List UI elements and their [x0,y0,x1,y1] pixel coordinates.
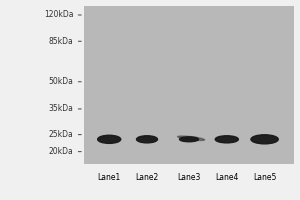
Ellipse shape [179,137,199,142]
Text: Lane3: Lane3 [177,173,201,182]
Ellipse shape [251,135,278,144]
Text: Lane2: Lane2 [135,173,159,182]
Ellipse shape [215,136,238,143]
Text: Lane5: Lane5 [253,173,276,182]
Text: 120kDa: 120kDa [44,10,74,19]
Text: Lane1: Lane1 [98,173,121,182]
Text: 20kDa: 20kDa [49,147,74,156]
Ellipse shape [178,136,205,140]
Text: Lane4: Lane4 [215,173,238,182]
Ellipse shape [98,135,121,143]
Text: 50kDa: 50kDa [49,77,74,86]
Text: 35kDa: 35kDa [49,104,74,113]
Text: 85kDa: 85kDa [49,37,74,46]
Ellipse shape [136,136,158,143]
Text: 25kDa: 25kDa [49,130,74,139]
